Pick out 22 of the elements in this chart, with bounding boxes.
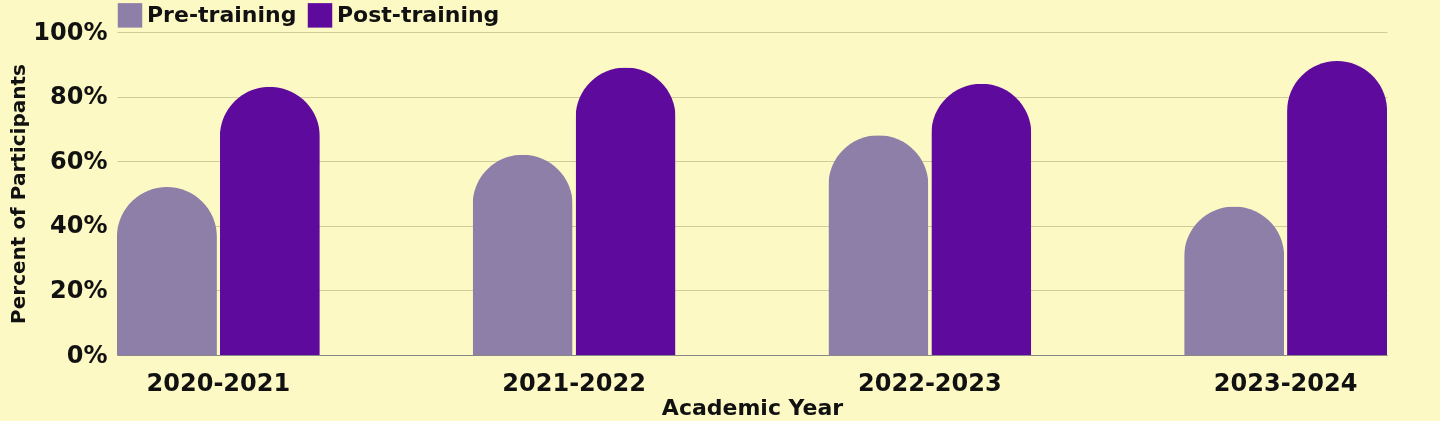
y-tick-label: 100% xyxy=(33,17,108,46)
legend-label: Pre-training xyxy=(147,2,297,28)
bar xyxy=(116,187,217,355)
bar xyxy=(575,67,676,355)
y-tick-label: 80% xyxy=(50,82,108,111)
bar xyxy=(931,83,1032,355)
x-tick-label: 2020-2021 xyxy=(146,368,291,397)
x-axis-title: Academic Year xyxy=(661,394,844,420)
y-tick-label: 0% xyxy=(66,340,108,369)
y-axis-title: Percent of Participants xyxy=(6,64,31,324)
legend-label: Post-training xyxy=(337,2,500,28)
bar xyxy=(1184,206,1285,355)
x-tick-label: 2022-2023 xyxy=(858,368,1002,397)
x-tick-label: 2021-2022 xyxy=(502,368,646,397)
y-tick-label: 40% xyxy=(50,211,108,240)
bar xyxy=(472,154,573,355)
bar xyxy=(219,86,320,355)
x-tick-label: 2023-2024 xyxy=(1213,368,1358,397)
bar xyxy=(828,135,929,355)
bar xyxy=(1287,61,1388,355)
y-tick-label: 60% xyxy=(50,146,108,175)
y-tick-label: 20% xyxy=(50,275,108,304)
